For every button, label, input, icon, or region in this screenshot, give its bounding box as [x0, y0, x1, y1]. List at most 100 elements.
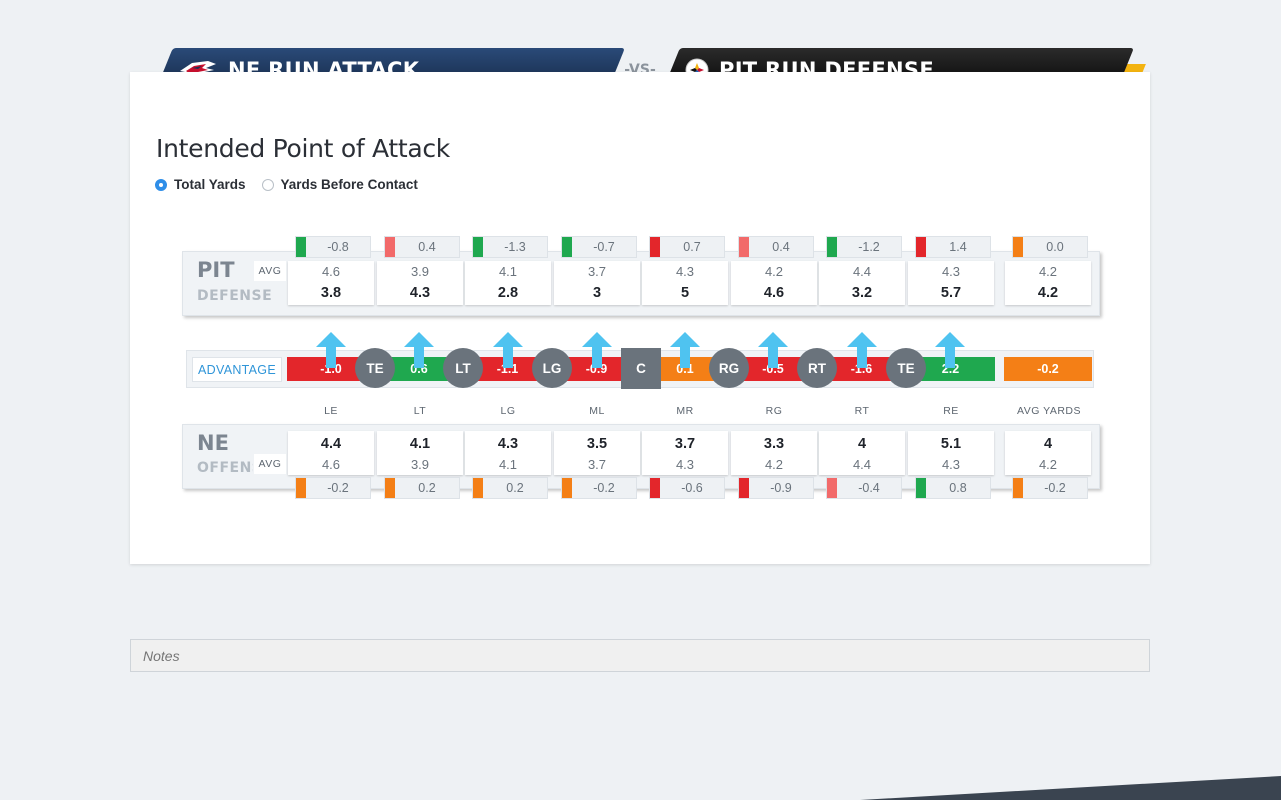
avg-value: 4.6 [321, 264, 341, 279]
column-label: RE [943, 405, 959, 417]
diff-color-swatch [827, 478, 837, 498]
diff-color-swatch [650, 237, 660, 257]
yards-value: 5.1 [940, 436, 962, 452]
radio-total-yards[interactable]: Total Yards [155, 177, 246, 192]
column-label: RT [854, 405, 870, 417]
diff-value: 0.4 [772, 240, 790, 254]
avg-value: 4.6 [321, 457, 341, 472]
avg-value: 4.3 [675, 264, 695, 279]
avg-value: 4.4 [852, 264, 872, 279]
diff-value: -0.8 [327, 240, 349, 254]
diff-color-swatch [385, 237, 395, 257]
diff-value: 0.4 [418, 240, 436, 254]
yards-value: 5.7 [940, 285, 962, 301]
advantage-total: -0.2 [1004, 357, 1092, 381]
player-marker: LG [532, 348, 572, 388]
defense-total-cell: 4.2 4.2 [1005, 261, 1091, 305]
diff-color-swatch [739, 478, 749, 498]
diff-value: 0.0 [1046, 240, 1064, 254]
defense-col-cell: 4.4 3.2 [819, 261, 905, 305]
yards-value: 3.3 [763, 436, 785, 452]
yards-value: 4.1 [409, 436, 431, 452]
diff-color-swatch [827, 237, 837, 257]
attack-arrow-icon [316, 332, 346, 368]
column-label: RG [765, 405, 783, 417]
yard-type-toggle: Total Yards Yards Before Contact [155, 177, 418, 192]
advantage-button[interactable]: ADVANTAGE [192, 357, 282, 382]
yards-value: 4.3 [409, 285, 431, 301]
column-label: LT [413, 405, 427, 417]
defense-col-diff: -1.3 [472, 236, 548, 258]
radio-unselected-icon[interactable] [261, 178, 274, 191]
offense-total-cell: 4 4.2 [1005, 431, 1091, 475]
attack-arrow-icon [670, 332, 700, 368]
defense-col-cell: 4.3 5 [642, 261, 728, 305]
avg-value: 3.7 [587, 264, 607, 279]
diff-color-swatch [296, 237, 306, 257]
diff-value: 0.7 [683, 240, 701, 254]
radio-selected-icon[interactable] [155, 178, 167, 191]
yards-value: 2.8 [497, 285, 519, 301]
defense-avg-label: AVG [254, 261, 286, 281]
defense-col-diff: -1.2 [826, 236, 902, 258]
radio-label: Yards Before Contact [280, 177, 418, 192]
diff-color-swatch [916, 478, 926, 498]
diff-value: -0.2 [593, 481, 615, 495]
attack-arrow-icon [493, 332, 523, 368]
diff-value: -0.4 [858, 481, 880, 495]
avg-value: 4.4 [852, 457, 872, 472]
diff-value: 0.2 [506, 481, 524, 495]
offense-team-label: OFFENSE [197, 460, 253, 476]
avg-value: 3.7 [587, 457, 607, 472]
defense-col-cell: 3.7 3 [554, 261, 640, 305]
column-label: ML [589, 405, 605, 417]
defense-total-diff: 0.0 [1012, 236, 1088, 258]
section-title: Intended Point of Attack [156, 134, 450, 163]
defense-col-cell: 4.1 2.8 [465, 261, 551, 305]
avg-value: 4.2 [1038, 457, 1058, 472]
attack-arrow-icon [758, 332, 788, 368]
avg-value: 4.1 [498, 264, 518, 279]
player-marker: RT [797, 348, 837, 388]
diff-color-swatch [1013, 237, 1023, 257]
offense-col-cell: 4.1 3.9 [377, 431, 463, 475]
diff-color-swatch [650, 478, 660, 498]
diff-value: 0.8 [949, 481, 967, 495]
radio-yards-before-contact[interactable]: Yards Before Contact [261, 177, 418, 192]
defense-col-diff: -0.7 [561, 236, 637, 258]
offense-col-diff: -0.4 [826, 477, 902, 499]
offense-col-diff: -0.9 [738, 477, 814, 499]
diff-value: -0.9 [770, 481, 792, 495]
column-label: MR [676, 405, 694, 417]
player-marker: LT [443, 348, 483, 388]
column-label: AVG YARDS [1016, 405, 1082, 417]
diff-color-swatch [473, 478, 483, 498]
center-marker: C [621, 348, 661, 389]
notes-input[interactable] [130, 639, 1150, 672]
defense-col-diff: -0.8 [295, 236, 371, 258]
offense-col-diff: -0.2 [295, 477, 371, 499]
avg-value: 4.2 [1038, 264, 1058, 279]
yards-value: 4 [1043, 436, 1053, 452]
diff-value: -0.7 [593, 240, 615, 254]
column-label: LE [324, 405, 338, 417]
offense-team-code: NE [197, 431, 229, 455]
diff-color-swatch [739, 237, 749, 257]
avg-value: 4.3 [675, 457, 695, 472]
defense-col-cell: 4.2 4.6 [731, 261, 817, 305]
yards-value: 3.2 [851, 285, 873, 301]
avg-value: 3.9 [410, 457, 430, 472]
attack-arrow-icon [582, 332, 612, 368]
offense-col-cell: 5.1 4.3 [908, 431, 994, 475]
diff-color-swatch [562, 478, 572, 498]
player-marker: TE [886, 348, 926, 388]
defense-col-cell: 4.6 3.8 [288, 261, 374, 305]
offense-avg-label: AVG [254, 454, 286, 474]
defense-col-cell: 3.9 4.3 [377, 261, 463, 305]
attack-arrow-icon [847, 332, 877, 368]
diff-value: -1.2 [858, 240, 880, 254]
offense-col-cell: 4 4.4 [819, 431, 905, 475]
offense-col-cell: 3.5 3.7 [554, 431, 640, 475]
yards-value: 3.5 [586, 436, 608, 452]
diff-value: -0.2 [1044, 481, 1066, 495]
